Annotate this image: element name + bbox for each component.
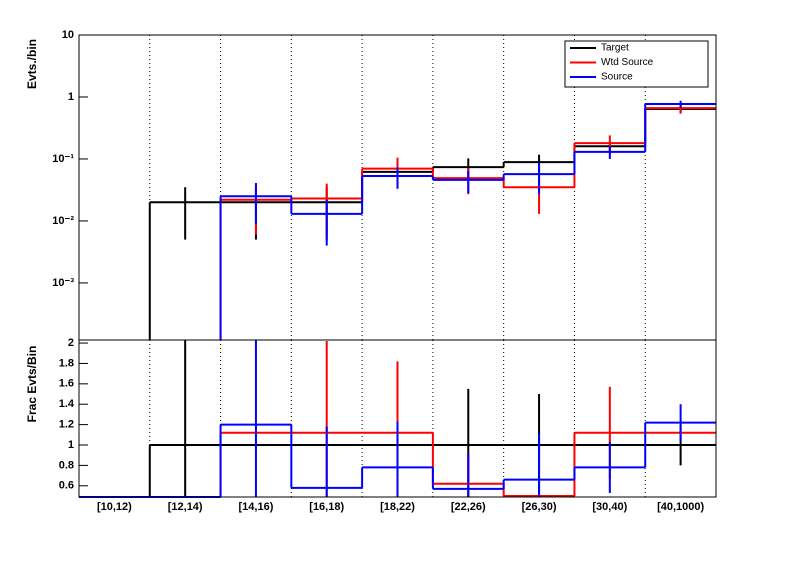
x-tick-label: [22,26)	[451, 501, 486, 513]
y-tick-label: 1.4	[59, 398, 75, 410]
y-axis-label: Frac Evts/Bin	[25, 346, 39, 423]
y-tick-label: 10⁻³	[52, 277, 74, 289]
x-tick-label: [14,16)	[239, 501, 274, 513]
x-tick-label: [10,12)	[97, 501, 132, 513]
y-tick-label: 0.6	[59, 480, 74, 492]
x-tick-label: [30,40)	[592, 501, 627, 513]
y-tick-label: 10⁻¹	[52, 153, 74, 165]
x-tick-label: [18,22)	[380, 501, 415, 513]
y-tick-label: 10	[62, 29, 74, 41]
y-tick-label: 1	[68, 91, 74, 103]
y-tick-label: 10⁻²	[52, 215, 74, 227]
plot-frame	[78, 339, 717, 498]
x-tick-label: [26,30)	[522, 501, 557, 513]
x-tick-label: [16,18)	[309, 501, 344, 513]
y-axis-label: Evts./bin	[25, 39, 39, 89]
y-tick-label: 2	[68, 337, 74, 349]
legend-label: Source	[601, 72, 633, 83]
y-tick-label: 1.2	[59, 419, 74, 431]
x-tick-label: [40,1000)	[657, 501, 704, 513]
y-tick-label: 1.8	[59, 357, 74, 369]
y-tick-label: 1.6	[59, 378, 74, 390]
y-tick-label: 0.8	[59, 459, 74, 471]
legend-label: Target	[601, 43, 629, 54]
legend-label: Wtd Source	[601, 57, 654, 68]
x-tick-label: [12,14)	[168, 501, 203, 513]
y-tick-label: 1	[68, 439, 74, 451]
